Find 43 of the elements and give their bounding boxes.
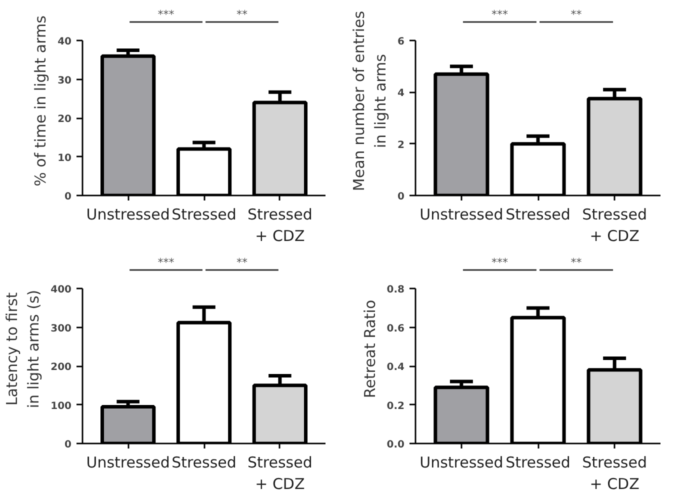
x-tick-label: Stressed + CDZ bbox=[582, 454, 647, 494]
y-axis-title: Retreat Ratio bbox=[360, 300, 379, 398]
x-tick-label: Unstressed bbox=[86, 206, 170, 224]
y-tick-label: 20 bbox=[58, 114, 72, 126]
y-axis-title: Mean number of entries in light arms bbox=[350, 10, 390, 192]
y-tick-label: 0.4 bbox=[386, 362, 405, 374]
text: ** bbox=[570, 8, 582, 21]
y-tick-label: 0 bbox=[398, 192, 405, 202]
x-tick-label: Stressed bbox=[506, 454, 570, 472]
x-tick-label: Stressed bbox=[172, 206, 236, 224]
text: ** bbox=[570, 256, 582, 269]
y-tick-label: 6 bbox=[398, 36, 405, 48]
x-tick-label: Unstressed bbox=[420, 206, 504, 224]
y-tick-label: 40 bbox=[58, 36, 72, 48]
text: ** bbox=[236, 8, 248, 21]
y-tick-label: 0.8 bbox=[386, 284, 405, 296]
y-axis-title: % of time in light arms bbox=[32, 15, 50, 186]
y-axis-title: Latency to first in light arms (s) bbox=[3, 290, 43, 408]
y-tick-label: 30 bbox=[58, 75, 72, 86]
x-tick-label: Stressed bbox=[506, 206, 570, 224]
x-tick-label: Stressed bbox=[172, 454, 236, 472]
y-tick-label: 0.0 bbox=[386, 440, 405, 450]
text: *** bbox=[158, 256, 175, 269]
y-tick-label: 2 bbox=[398, 140, 405, 151]
y-tick-label: 400 bbox=[50, 284, 72, 296]
y-tick-label: 0 bbox=[64, 192, 72, 202]
x-tick-label: Stressed + CDZ bbox=[582, 206, 647, 246]
text: *** bbox=[158, 8, 175, 21]
y-tick-label: 0 bbox=[64, 440, 72, 450]
y-tick-label: 100 bbox=[50, 400, 72, 412]
x-tick-label: Stressed + CDZ bbox=[248, 206, 312, 246]
y-tick-label: 0.6 bbox=[386, 323, 405, 334]
x-tick-label: Unstressed bbox=[420, 454, 504, 472]
y-tick-label: 4 bbox=[398, 88, 405, 100]
x-tick-label: Stressed + CDZ bbox=[248, 454, 312, 494]
text: *** bbox=[491, 8, 508, 21]
y-tick-label: 10 bbox=[58, 152, 72, 164]
y-tick-label: 300 bbox=[50, 323, 72, 334]
text: *** bbox=[491, 256, 508, 269]
y-tick-label: 200 bbox=[50, 362, 72, 374]
x-tick-label: Unstressed bbox=[86, 454, 170, 472]
y-tick-label: 0.2 bbox=[386, 400, 405, 412]
text: ** bbox=[236, 256, 248, 269]
